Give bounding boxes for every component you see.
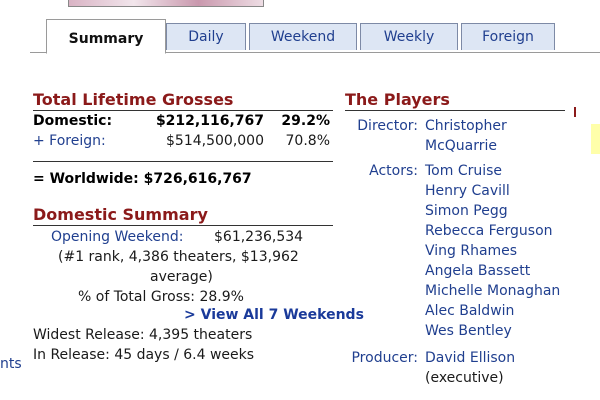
opening-weekend-label: Opening Weekend: (51, 229, 184, 245)
players-title: The Players (345, 90, 450, 109)
worldwide-rule (33, 161, 333, 162)
actor-item[interactable]: Ving Rhames (425, 243, 518, 259)
left-edge-fragment: nts (0, 356, 22, 372)
producer-label: Producer: (351, 350, 418, 366)
domestic-summary-title: Domestic Summary (33, 205, 208, 224)
foreign-gross-value: $514,500,000 (166, 133, 264, 149)
lifetime-grosses-title: Total Lifetime Grosses (33, 90, 234, 109)
opening-weekend-value: $61,236,534 (214, 229, 304, 245)
foreign-label: + Foreign: (33, 133, 106, 149)
actors-label: Actors: (369, 163, 418, 179)
domestic-gross-value: $212,116,767 (155, 113, 264, 129)
poster-image-edge (68, 0, 264, 7)
actor-item[interactable]: Michelle Monaghan (425, 283, 561, 299)
actor-item[interactable]: Simon Pegg (425, 203, 508, 219)
tab-bar: Summary Daily Weekend Weekly Foreign (0, 0, 600, 54)
actor-item[interactable]: Tom Cruise (425, 163, 503, 179)
foreign-pct: 70.8% (285, 133, 330, 149)
view-all-weekends-link[interactable]: > View All 7 Weekends (184, 307, 364, 323)
opening-rank-details: (#1 rank, 4,386 theaters, $13,962 (58, 249, 299, 265)
actor-item[interactable]: Wes Bentley (425, 323, 512, 339)
domestic-label: Domestic: (33, 113, 113, 129)
director-name-line1[interactable]: Christopher (425, 118, 507, 134)
widest-release: Widest Release: 4,395 theaters (33, 327, 253, 343)
domestic-summary-rule (33, 225, 333, 226)
next-section-edge (574, 107, 576, 117)
domestic-pct: 29.2% (281, 113, 330, 129)
lifetime-title-rule (33, 110, 333, 111)
tab-foreign[interactable]: Foreign (461, 23, 555, 50)
actor-item[interactable]: Henry Cavill (425, 183, 510, 199)
director-label: Director: (357, 118, 418, 134)
tab-daily[interactable]: Daily (166, 23, 246, 50)
tab-weekly[interactable]: Weekly (360, 23, 458, 50)
in-release: In Release: 45 days / 6.4 weeks (33, 347, 255, 363)
tab-baseline (30, 52, 600, 53)
right-edge-highlight (591, 124, 600, 154)
director-name-line2[interactable]: McQuarrie (425, 138, 498, 154)
actor-item[interactable]: Angela Bassett (425, 263, 531, 279)
producer-role: (executive) (425, 370, 504, 386)
pct-total-gross: % of Total Gross: 28.9% (78, 289, 244, 305)
tab-summary[interactable]: Summary (46, 19, 166, 54)
worldwide-total: = Worldwide: $726,616,767 (33, 171, 252, 187)
actor-item[interactable]: Alec Baldwin (425, 303, 515, 319)
tab-weekend[interactable]: Weekend (249, 23, 357, 50)
actor-item[interactable]: Rebecca Ferguson (425, 223, 553, 239)
players-title-rule (345, 110, 565, 111)
producer-name[interactable]: David Ellison (425, 350, 516, 366)
opening-average: average) (150, 269, 213, 285)
